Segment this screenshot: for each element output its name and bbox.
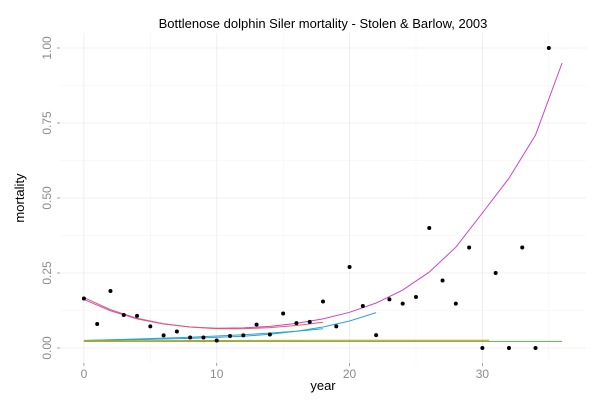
grid <box>60 33 586 363</box>
data-point <box>174 329 179 334</box>
y-tick-label: 0.00 <box>40 336 54 360</box>
fitted-curve-3 <box>83 328 324 341</box>
data-point <box>374 333 379 338</box>
data-point <box>267 332 272 337</box>
data-point <box>387 297 392 302</box>
data-point <box>307 319 312 324</box>
y-axis-title: mortality <box>12 173 27 223</box>
data-point <box>135 313 140 318</box>
data-point <box>440 278 445 283</box>
data-point <box>281 311 286 316</box>
data-point <box>400 301 405 306</box>
data-point <box>413 295 418 299</box>
chart-title: Bottlenose dolphin Siler mortality - Sto… <box>159 16 488 31</box>
fitted-curve-0 <box>83 62 563 329</box>
x-tick-label: 0 <box>81 367 88 381</box>
data-point <box>254 322 259 327</box>
x-tick-label: 20 <box>343 367 357 381</box>
data-point <box>480 346 485 350</box>
data-point <box>108 289 113 293</box>
data-point <box>506 346 511 350</box>
data-point <box>546 46 551 50</box>
data-point <box>347 265 352 269</box>
data-point <box>148 324 153 329</box>
data-point <box>228 334 233 338</box>
x-tick-label: 10 <box>210 367 224 381</box>
data-point <box>241 333 246 338</box>
data-point <box>321 299 325 304</box>
y-tick-label: 1.00 <box>40 36 54 60</box>
y-tick-label: 0.75 <box>40 111 54 135</box>
data-point <box>533 346 538 350</box>
data-point <box>161 333 166 338</box>
data-points <box>81 46 551 350</box>
fitted-curve-5 <box>83 339 490 342</box>
data-point <box>95 322 100 326</box>
data-point <box>188 335 193 340</box>
y-tick-label: 0.50 <box>40 186 54 210</box>
data-point <box>294 321 299 326</box>
data-point <box>467 245 472 250</box>
x-tick-label: 30 <box>476 367 490 381</box>
data-point <box>520 245 525 250</box>
data-point <box>121 313 126 317</box>
data-point <box>453 301 458 306</box>
data-point <box>81 296 86 301</box>
data-point <box>214 338 219 343</box>
data-point <box>427 226 432 230</box>
x-axis-title: year <box>310 378 336 393</box>
x-axis: 0 10 20 30 <box>81 363 490 381</box>
data-point <box>360 304 365 308</box>
data-point <box>201 335 206 340</box>
data-point <box>334 324 339 329</box>
y-tick-label: 0.25 <box>40 261 54 285</box>
data-point <box>493 271 498 275</box>
y-axis: 0.00 0.25 0.50 0.75 1.00 <box>40 36 60 360</box>
